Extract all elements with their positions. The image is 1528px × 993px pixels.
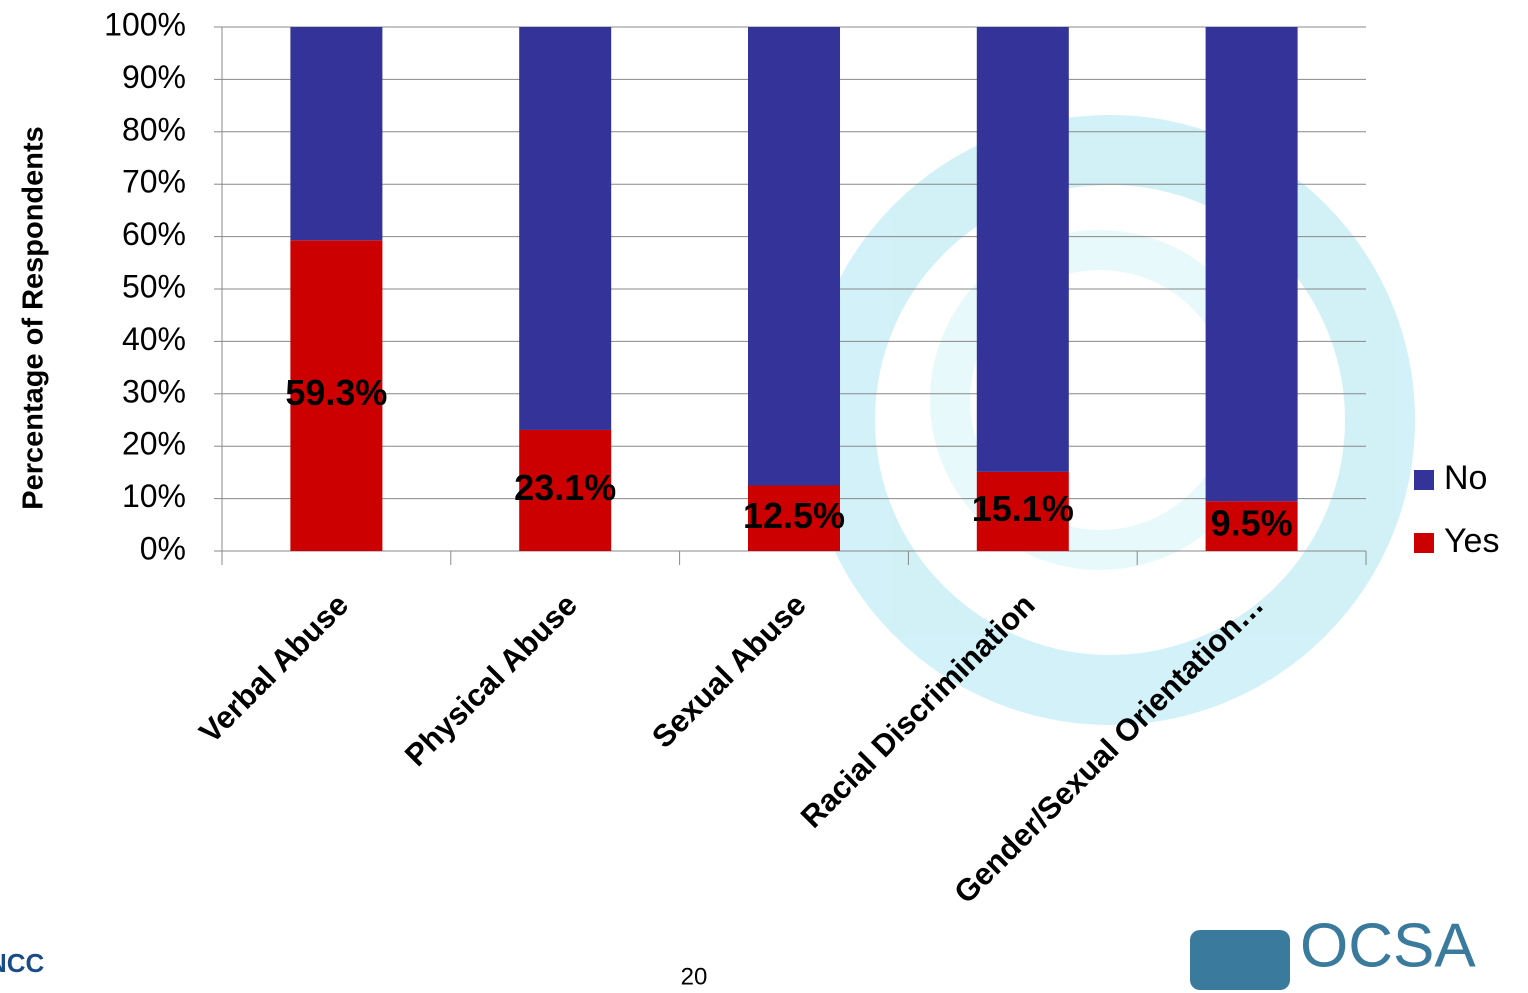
x-tick-label: Sexual Abuse (645, 587, 813, 755)
legend-label: Yes (1444, 522, 1499, 560)
x-tick-label: Verbal Abuse (192, 587, 355, 750)
y-tick-label: 40% (122, 321, 186, 357)
bar-segment (290, 27, 383, 241)
bar-segment (519, 429, 612, 551)
bar-segment (1205, 501, 1298, 551)
bar-segment (748, 27, 840, 486)
data-label: 23.1% (514, 467, 616, 508)
watermark (805, 115, 1415, 725)
bar-segment (976, 27, 1069, 472)
data-label: 12.5% (743, 495, 845, 536)
y-tick-label: 20% (122, 426, 186, 462)
bar-segment (290, 240, 383, 551)
y-tick-label: 70% (122, 164, 186, 200)
logo-left: NCC (0, 948, 45, 978)
y-tick-label: 30% (122, 373, 186, 409)
y-tick-label: 50% (122, 268, 186, 304)
y-tick-label: 100% (104, 6, 186, 42)
x-tick-label: Physical Abuse (398, 587, 584, 773)
page-number: 20 (681, 963, 708, 990)
bar-segment (519, 27, 612, 430)
data-label: 15.1% (972, 488, 1074, 529)
logo-right-text: OCSA (1300, 911, 1476, 980)
data-label: 59.3% (285, 372, 387, 413)
y-tick-label: 60% (122, 216, 186, 252)
y-axis-title: Percentage of Respondents (18, 126, 50, 510)
legend-swatch (1414, 470, 1434, 490)
y-tick-label: 90% (122, 59, 186, 95)
bar-segment (748, 485, 840, 551)
legend-label: No (1444, 459, 1487, 497)
logo-right: OCSA (1190, 911, 1476, 990)
data-label: 9.5% (1211, 503, 1293, 544)
y-tick-label: 0% (140, 530, 186, 566)
bar-segment (976, 471, 1069, 551)
y-tick-label: 10% (122, 478, 186, 514)
bar-segment (1205, 27, 1298, 502)
legend-swatch (1414, 533, 1434, 553)
y-tick-label: 80% (122, 111, 186, 147)
